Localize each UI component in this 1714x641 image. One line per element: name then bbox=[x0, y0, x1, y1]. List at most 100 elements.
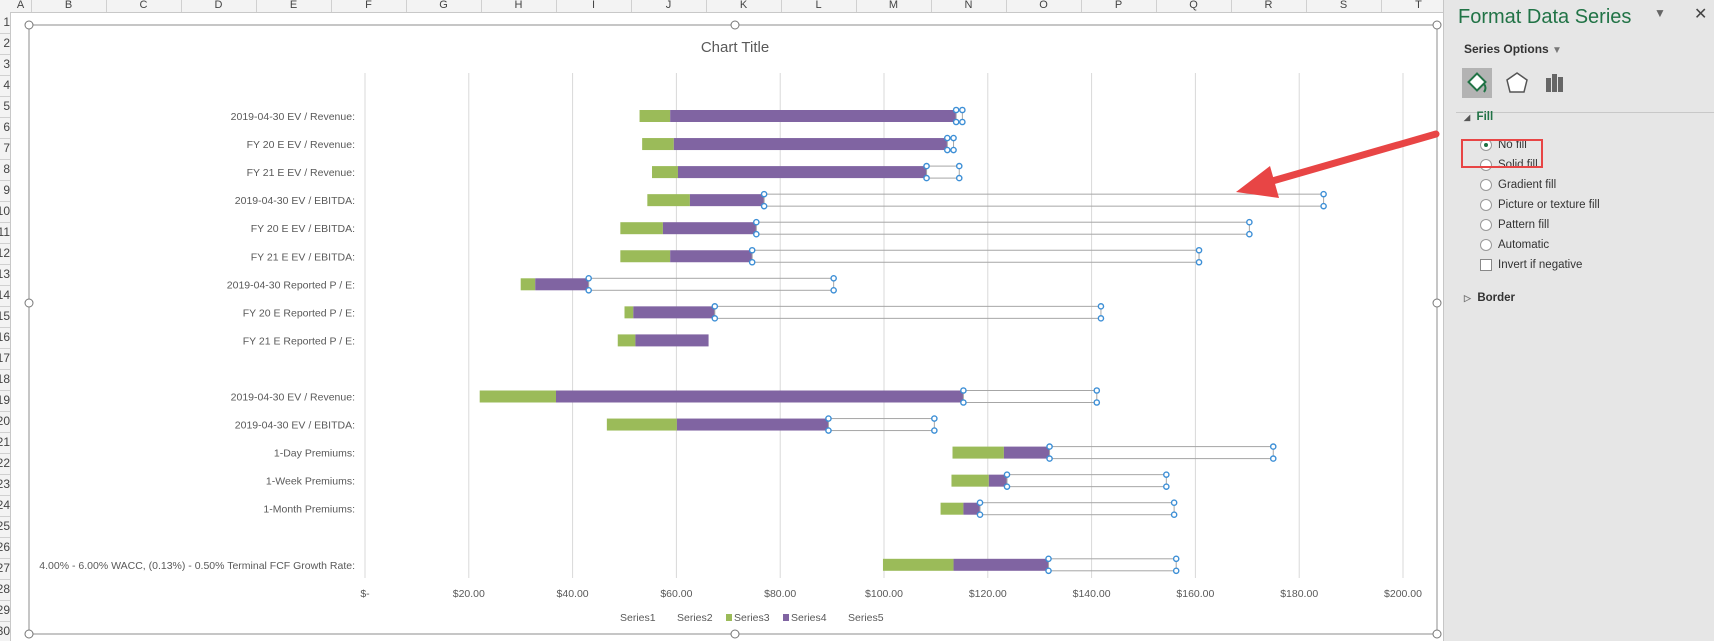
bar-series3[interactable] bbox=[606, 418, 677, 431]
fill-line-tab[interactable] bbox=[1462, 68, 1492, 98]
selection-handle[interactable] bbox=[976, 511, 984, 519]
column-header[interactable]: H bbox=[481, 0, 557, 12]
row-header[interactable]: 5 bbox=[0, 96, 10, 118]
bar-series3[interactable] bbox=[624, 306, 634, 319]
row-header[interactable]: 7 bbox=[0, 138, 10, 160]
selection-handle[interactable] bbox=[959, 118, 966, 126]
bar-series4[interactable] bbox=[988, 474, 1008, 487]
selection-handle[interactable] bbox=[1320, 202, 1327, 210]
bar-series3[interactable] bbox=[647, 194, 690, 207]
selection-handle[interactable] bbox=[1170, 511, 1178, 519]
row-header[interactable]: 10 bbox=[0, 201, 10, 223]
row-header[interactable]: 24 bbox=[0, 495, 10, 517]
column-header[interactable]: S bbox=[1306, 0, 1382, 12]
bar-series5[interactable] bbox=[751, 249, 1200, 263]
row-header[interactable]: 6 bbox=[0, 117, 10, 139]
bar-series5[interactable] bbox=[714, 305, 1102, 319]
selection-handle[interactable] bbox=[1195, 258, 1203, 266]
column-header[interactable]: Q bbox=[1156, 0, 1232, 12]
column-header[interactable]: C bbox=[106, 0, 182, 12]
legend-item-series5[interactable]: Series5 bbox=[848, 612, 884, 624]
selection-handle[interactable] bbox=[1097, 303, 1105, 310]
row-header[interactable]: 26 bbox=[0, 537, 10, 559]
row-header[interactable]: 1 bbox=[0, 12, 10, 34]
border-section-header[interactable]: ▷ Border bbox=[1464, 292, 1515, 304]
row-header[interactable]: 18 bbox=[0, 369, 10, 391]
resize-handle[interactable] bbox=[1432, 20, 1442, 30]
bar-series3[interactable] bbox=[882, 558, 954, 571]
bar-series3[interactable] bbox=[620, 250, 671, 263]
selection-handle[interactable] bbox=[1172, 555, 1180, 563]
selection-handle[interactable] bbox=[923, 174, 930, 182]
resize-handle[interactable] bbox=[730, 20, 740, 30]
selection-handle[interactable] bbox=[976, 499, 984, 507]
bar-series5[interactable] bbox=[1049, 446, 1274, 460]
row-header[interactable]: 25 bbox=[0, 516, 10, 538]
series-options-tab[interactable] bbox=[1540, 68, 1570, 98]
selection-handle[interactable] bbox=[1046, 455, 1053, 462]
selection-handle[interactable] bbox=[952, 118, 960, 126]
row-header[interactable]: 12 bbox=[0, 243, 10, 265]
bar-series3[interactable] bbox=[642, 138, 674, 151]
radio-button[interactable] bbox=[1480, 219, 1492, 231]
resize-handle[interactable] bbox=[1432, 629, 1442, 639]
row-header[interactable]: 22 bbox=[0, 453, 10, 475]
bar-series3[interactable] bbox=[620, 222, 663, 235]
bar-series3[interactable] bbox=[951, 474, 989, 487]
bar-series4[interactable] bbox=[633, 306, 715, 319]
chart[interactable]: Chart Title $- $20.00 $40.00 $60.00 $80.00 $10… bbox=[0, 0, 1443, 641]
selection-handle[interactable] bbox=[955, 162, 963, 170]
row-header[interactable]: 20 bbox=[0, 411, 10, 433]
column-header[interactable]: I bbox=[556, 0, 632, 12]
bar-series3[interactable] bbox=[479, 390, 556, 403]
column-header[interactable]: P bbox=[1081, 0, 1157, 12]
selection-handle[interactable] bbox=[585, 286, 592, 294]
fill-option-2[interactable]: Gradient fill bbox=[1480, 179, 1556, 191]
selection-handle[interactable] bbox=[960, 399, 967, 406]
bar-series4[interactable] bbox=[689, 194, 765, 207]
fill-section-header[interactable]: ◢ Fill bbox=[1464, 111, 1493, 123]
fill-option-4[interactable]: Pattern fill bbox=[1480, 219, 1549, 231]
row-header[interactable]: 28 bbox=[0, 579, 10, 601]
column-header[interactable]: F bbox=[331, 0, 407, 12]
selection-handle[interactable] bbox=[1163, 471, 1170, 478]
radio-button[interactable] bbox=[1480, 239, 1492, 251]
pane-options-chevron-icon[interactable]: ▼ bbox=[1654, 6, 1666, 20]
column-header[interactable]: L bbox=[781, 0, 857, 12]
bar-series4[interactable] bbox=[670, 250, 753, 263]
row-header[interactable]: 19 bbox=[0, 390, 10, 412]
selection-handle[interactable] bbox=[1170, 499, 1178, 507]
selection-handle[interactable] bbox=[748, 246, 756, 254]
row-header[interactable]: 27 bbox=[0, 558, 10, 580]
selection-handle[interactable] bbox=[753, 230, 760, 238]
bar-series5[interactable] bbox=[1048, 558, 1177, 572]
bar-series3[interactable] bbox=[639, 110, 671, 122]
bar-series4[interactable] bbox=[963, 502, 981, 515]
row-header[interactable]: 17 bbox=[0, 348, 10, 370]
bar-series3[interactable] bbox=[940, 502, 964, 515]
resize-handle[interactable] bbox=[24, 629, 34, 639]
radio-button[interactable] bbox=[1480, 199, 1492, 211]
selection-handle[interactable] bbox=[1172, 567, 1180, 575]
legend-item-series3[interactable]: Series3 bbox=[734, 612, 770, 624]
selection-handle[interactable] bbox=[931, 427, 938, 434]
bar-series4[interactable] bbox=[673, 138, 948, 151]
selection-handle[interactable] bbox=[960, 387, 967, 394]
bar-series5[interactable] bbox=[763, 193, 1325, 207]
resize-handle[interactable] bbox=[24, 20, 34, 30]
selection-handle[interactable] bbox=[1003, 471, 1011, 478]
selection-handle[interactable] bbox=[825, 427, 832, 434]
column-header[interactable]: A bbox=[10, 0, 32, 12]
selection-handle[interactable] bbox=[1246, 230, 1253, 238]
row-header[interactable]: 4 bbox=[0, 75, 10, 97]
row-header[interactable]: 13 bbox=[0, 264, 10, 286]
column-header[interactable]: T bbox=[1381, 0, 1443, 12]
selection-handle[interactable] bbox=[944, 146, 951, 154]
column-header[interactable]: M bbox=[856, 0, 932, 12]
bar-series4[interactable] bbox=[555, 390, 964, 403]
selection-handle[interactable] bbox=[1093, 399, 1101, 406]
selection-handle[interactable] bbox=[1045, 567, 1052, 575]
selection-handle[interactable] bbox=[923, 162, 930, 170]
resize-handle[interactable] bbox=[730, 629, 740, 639]
fill-option-3[interactable]: Picture or texture fill bbox=[1480, 199, 1600, 211]
